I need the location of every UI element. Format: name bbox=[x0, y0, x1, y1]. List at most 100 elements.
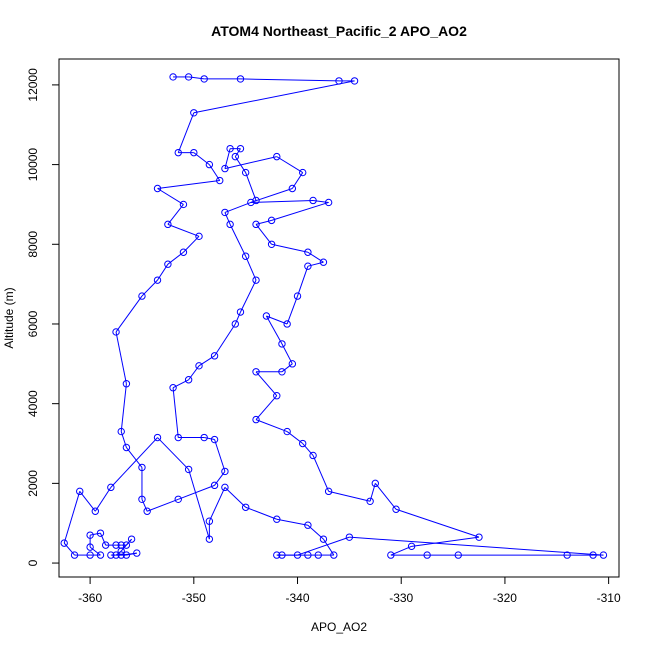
series-segment bbox=[281, 343, 293, 365]
data-point bbox=[164, 260, 172, 268]
series-segment bbox=[224, 212, 231, 225]
data-point bbox=[195, 232, 203, 241]
data-point bbox=[101, 541, 110, 549]
data-point bbox=[221, 483, 229, 492]
data-point bbox=[133, 549, 141, 557]
series-segment bbox=[250, 188, 293, 203]
data-point bbox=[423, 551, 431, 559]
data-point bbox=[252, 415, 260, 424]
data-point bbox=[138, 495, 146, 503]
data-point bbox=[86, 543, 94, 551]
y-tick-label: 0 bbox=[26, 559, 40, 566]
data-point bbox=[226, 144, 234, 153]
data-point bbox=[241, 252, 250, 260]
data-point bbox=[350, 77, 359, 85]
data-point bbox=[309, 196, 317, 205]
data-point bbox=[210, 352, 219, 360]
series-segment bbox=[172, 387, 179, 438]
data-point bbox=[324, 198, 333, 207]
series-segment bbox=[204, 437, 215, 441]
data-point bbox=[563, 551, 571, 559]
data-point bbox=[345, 533, 354, 541]
series-segment bbox=[188, 365, 200, 381]
data-point bbox=[454, 551, 462, 559]
data-point bbox=[304, 262, 312, 270]
data-point bbox=[86, 551, 94, 559]
series-segment bbox=[157, 180, 220, 189]
y-tick-label: 2000 bbox=[26, 470, 40, 497]
data-point bbox=[366, 497, 374, 505]
data-point bbox=[335, 77, 343, 85]
data-point bbox=[475, 533, 483, 541]
data-point bbox=[236, 75, 245, 83]
data-point bbox=[314, 551, 322, 559]
data-point bbox=[309, 451, 317, 460]
series-segment bbox=[172, 379, 189, 389]
data-point bbox=[112, 551, 120, 559]
series-segment bbox=[328, 490, 371, 502]
series-segment bbox=[188, 469, 210, 540]
data-point bbox=[330, 551, 338, 559]
y-axis-label: Altitude (m) bbox=[2, 287, 16, 348]
data-point bbox=[127, 535, 136, 543]
data-point bbox=[122, 443, 131, 452]
data-point bbox=[304, 551, 312, 559]
series-segment bbox=[157, 188, 184, 205]
series-segment bbox=[224, 156, 277, 170]
series-segment bbox=[63, 542, 75, 556]
data-point bbox=[205, 517, 214, 525]
series-segment bbox=[157, 437, 189, 470]
data-point bbox=[112, 328, 120, 336]
series-segment bbox=[167, 204, 184, 225]
series-segment bbox=[110, 437, 158, 488]
series-layer bbox=[60, 73, 608, 559]
series-segment bbox=[146, 498, 179, 512]
data-point bbox=[70, 551, 79, 559]
data-point bbox=[299, 439, 307, 448]
series-segment bbox=[255, 371, 278, 397]
data-point bbox=[283, 320, 291, 328]
x-axis-label: APO_AO2 bbox=[311, 620, 367, 634]
x-tick-label: -310 bbox=[597, 591, 621, 605]
series-segment bbox=[229, 224, 247, 257]
data-point bbox=[60, 539, 68, 547]
data-point bbox=[221, 467, 229, 476]
data-point bbox=[112, 541, 120, 549]
data-point bbox=[241, 168, 250, 177]
series-segment bbox=[240, 279, 257, 313]
data-point bbox=[226, 220, 234, 229]
data-point bbox=[174, 148, 182, 157]
series-segment bbox=[250, 199, 314, 203]
series-segment bbox=[234, 148, 241, 157]
data-point bbox=[216, 176, 224, 185]
series-segment bbox=[126, 447, 143, 468]
series-segment bbox=[266, 315, 288, 325]
series-segment bbox=[120, 383, 127, 432]
data-point bbox=[184, 465, 193, 474]
data-point bbox=[184, 376, 193, 384]
series-segment bbox=[276, 156, 303, 173]
data-point bbox=[210, 481, 219, 490]
data-point bbox=[392, 505, 400, 513]
data-point bbox=[252, 220, 260, 229]
y-tick-label: 10000 bbox=[26, 148, 40, 182]
data-point bbox=[221, 164, 229, 173]
data-point bbox=[589, 551, 597, 559]
series-segment bbox=[312, 455, 330, 492]
data-point bbox=[153, 184, 162, 193]
series-segment bbox=[313, 199, 329, 203]
series-segment bbox=[245, 506, 277, 520]
data-point bbox=[122, 541, 131, 549]
data-point bbox=[205, 535, 214, 543]
x-axis: -360 -350 -340 -330 -320 -310 bbox=[78, 576, 621, 605]
data-point bbox=[252, 276, 260, 284]
data-point bbox=[205, 160, 214, 169]
series-segment bbox=[255, 219, 272, 225]
data-point bbox=[304, 521, 312, 529]
series-segment bbox=[188, 76, 205, 80]
x-tick-label: -360 bbox=[78, 591, 102, 605]
y-tick-label: 12000 bbox=[26, 68, 40, 102]
series-segment bbox=[265, 315, 283, 345]
series-segment bbox=[297, 266, 309, 297]
